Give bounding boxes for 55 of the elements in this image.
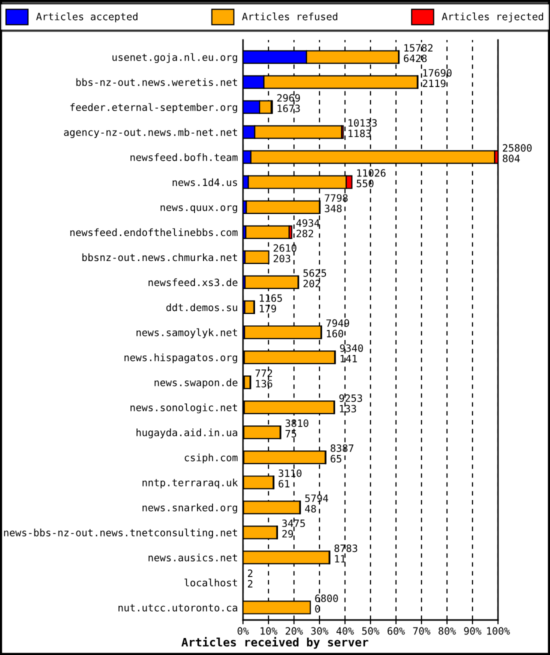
y-tick-label: hugayda.aid.in.ua xyxy=(136,428,238,438)
legend-label: Articles rejected xyxy=(442,12,544,22)
y-tick-label: news.sonologic.net xyxy=(130,403,238,414)
annotation: 15782 6428 xyxy=(404,44,432,62)
annotation: 3110 61 xyxy=(278,469,302,488)
y-tick-label: news.1d4.us xyxy=(172,178,238,186)
y-tick-label: news.samoylyk.net xyxy=(136,328,238,338)
annotation: 4934 282 xyxy=(296,219,320,238)
y-tick-label: news.snarked.org xyxy=(142,504,238,514)
y-tick-label: news.swapon.de xyxy=(154,378,238,388)
y-tick-label: newsfeed.xs3.de xyxy=(148,278,238,286)
y-tick-label: newsfeed.bofh.team xyxy=(130,153,238,162)
y-tick-label: news.ausics.net xyxy=(148,554,238,562)
y-tick-label: bbs-nz-out.news.weretis.net xyxy=(76,78,238,86)
x-tick-label: 50% xyxy=(362,627,380,635)
y-tick-label: news-bbs-nz-out.news.tnetconsulting.net xyxy=(4,528,238,538)
x-tick-label: 20% xyxy=(286,627,303,635)
y-tick-label: feeder.eternal-september.org xyxy=(70,103,238,114)
annotation: 9253 133 xyxy=(339,394,362,412)
annotation: 5625 202 xyxy=(303,269,326,288)
y-tick-label: nntp.terraraq.uk xyxy=(142,478,238,488)
legend-label: Articles refused xyxy=(242,12,338,20)
annotation: 10133 1183 xyxy=(348,119,377,138)
x-tick-label: 60% xyxy=(388,627,405,635)
annotation: 2969 1673 xyxy=(277,94,300,112)
y-tick-label: agency-nz-out.news.mb-net.net xyxy=(64,128,238,138)
annotation: 2 2 xyxy=(248,570,252,588)
x-tick-label: 0% xyxy=(238,627,249,635)
annotation: 25800 804 xyxy=(502,144,532,162)
x-tick-label: 100% xyxy=(487,627,510,635)
y-tick-label: news.quux.org xyxy=(160,205,238,214)
y-tick-label: usenet.goja.nl.eu.org xyxy=(112,53,238,63)
annotation: 17690 2119 xyxy=(422,69,452,88)
annotation: 7949 160 xyxy=(326,319,350,338)
y-tick-label: newsfeed.endofthelinebbs.com xyxy=(70,228,238,236)
y-tick-label: news.hispagatos.org xyxy=(124,353,238,364)
x-tick-label: 70% xyxy=(413,627,430,635)
y-tick-label: localhost xyxy=(184,578,238,586)
x-tick-label: 40% xyxy=(336,627,354,635)
annotation: 2610 203 xyxy=(274,244,296,262)
y-tick-label: ddt.demos.su xyxy=(166,303,238,312)
x-axis-title: Articles received by server xyxy=(181,636,368,649)
legend-label: Articles accepted xyxy=(36,12,138,22)
y-tick-label: csiph.com xyxy=(184,454,238,464)
x-tick-label: 30% xyxy=(311,627,328,635)
y-tick-label: bbsnz-out.news.chmurka.net xyxy=(82,253,238,262)
annotation: 9340 141 xyxy=(340,344,363,362)
annotation: 8783 11 xyxy=(334,544,358,562)
annotation: 7798 348 xyxy=(324,194,348,212)
annotation: 5794 48 xyxy=(305,494,328,513)
x-tick-label: 90% xyxy=(464,627,482,635)
x-tick-label: 80% xyxy=(438,627,456,635)
y-tick-label: nut.utcc.utoronto.ca xyxy=(118,604,238,612)
x-tick-label: 10% xyxy=(260,627,278,635)
annotation: 3475 29 xyxy=(282,519,305,538)
